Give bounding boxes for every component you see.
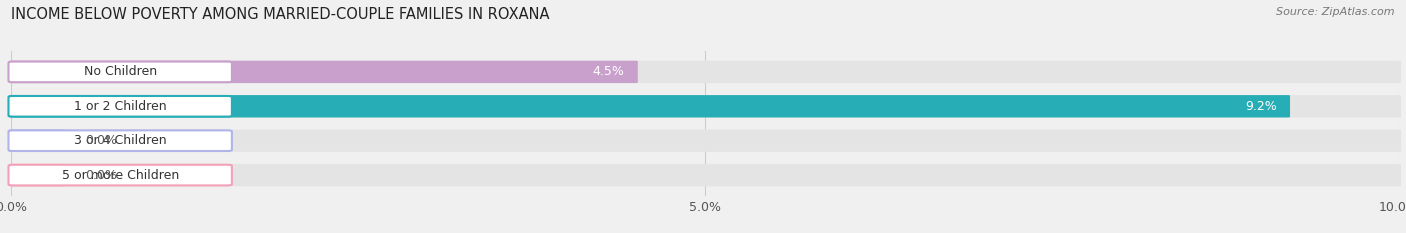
FancyBboxPatch shape xyxy=(10,130,1400,152)
FancyBboxPatch shape xyxy=(8,62,232,82)
FancyBboxPatch shape xyxy=(8,165,232,185)
Text: Source: ZipAtlas.com: Source: ZipAtlas.com xyxy=(1277,7,1395,17)
FancyBboxPatch shape xyxy=(10,95,1291,117)
Text: 3 or 4 Children: 3 or 4 Children xyxy=(75,134,166,147)
Text: INCOME BELOW POVERTY AMONG MARRIED-COUPLE FAMILIES IN ROXANA: INCOME BELOW POVERTY AMONG MARRIED-COUPL… xyxy=(11,7,550,22)
Text: 0.0%: 0.0% xyxy=(84,134,117,147)
FancyBboxPatch shape xyxy=(10,61,1400,83)
FancyBboxPatch shape xyxy=(10,164,1400,186)
FancyBboxPatch shape xyxy=(8,96,232,116)
FancyBboxPatch shape xyxy=(10,61,638,83)
FancyBboxPatch shape xyxy=(10,164,66,186)
Text: 1 or 2 Children: 1 or 2 Children xyxy=(75,100,166,113)
Text: No Children: No Children xyxy=(83,65,156,78)
FancyBboxPatch shape xyxy=(10,130,66,152)
Text: 5 or more Children: 5 or more Children xyxy=(62,169,179,182)
FancyBboxPatch shape xyxy=(8,130,232,151)
Text: 9.2%: 9.2% xyxy=(1246,100,1277,113)
FancyBboxPatch shape xyxy=(10,95,1400,117)
Text: 4.5%: 4.5% xyxy=(593,65,624,78)
Text: 0.0%: 0.0% xyxy=(84,169,117,182)
